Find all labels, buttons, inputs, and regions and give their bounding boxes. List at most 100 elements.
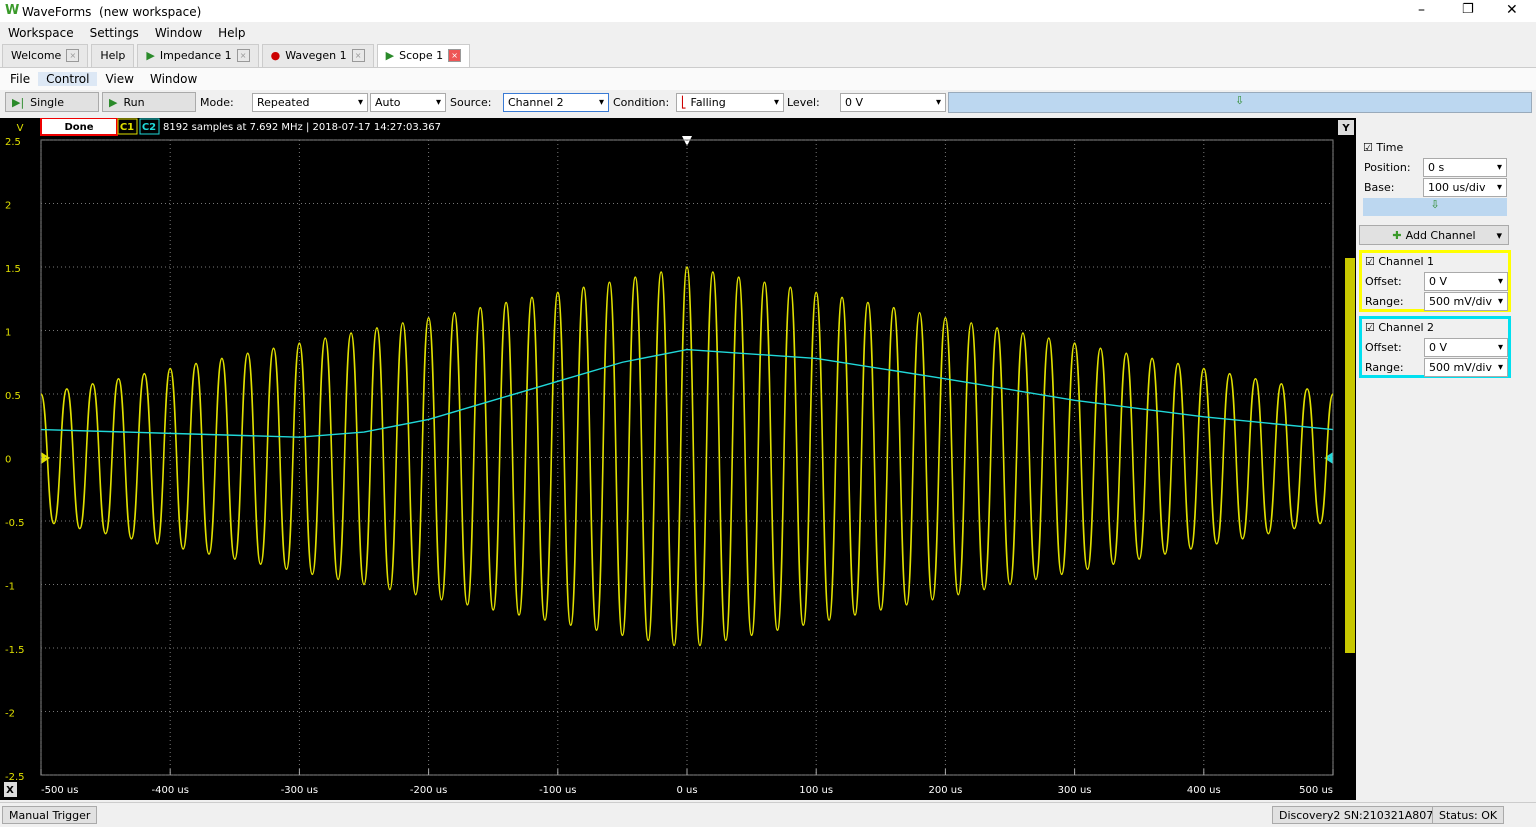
x-tick-label: -200 us — [410, 785, 447, 796]
acquisition-info: 8192 samples at 7.692 MHz | 2018-07-17 1… — [163, 122, 441, 133]
tab-close[interactable]: × — [448, 49, 462, 62]
tab-label: Wavegen 1 — [285, 49, 347, 62]
single-label: Single — [30, 95, 64, 109]
state-box — [40, 118, 118, 136]
close-button[interactable]: ✕ — [1506, 2, 1518, 18]
base-label: Base: — [1364, 181, 1395, 194]
scope-plot: Done C1 C2 8192 samples at 7.692 MHz | 2… — [0, 118, 1356, 800]
trigger-position-bar[interactable]: ⇩ — [948, 92, 1532, 113]
submenu-bg — [0, 67, 1536, 90]
menu-item[interactable]: Workspace — [8, 26, 74, 40]
y-tick-label: -1 — [5, 582, 15, 593]
time-panel: ☑ Time Position: 0 s Base: 100 us/div ⇩ — [1359, 138, 1509, 218]
x-tick-label: -500 us — [41, 785, 78, 796]
state-label: Done — [64, 122, 93, 133]
y-tick-label: 2 — [5, 201, 11, 212]
status-button[interactable]: Status: OK — [1432, 806, 1505, 824]
manual-trigger-label: Manual Trigger — [9, 808, 91, 822]
single-button[interactable]: ▶| Single — [5, 92, 99, 112]
status-label: Status: OK — [1439, 808, 1498, 822]
y-tick-label: 1 — [5, 328, 11, 339]
tab-close[interactable]: × — [351, 49, 365, 62]
tab[interactable]: ● Wavegen 1 × — [261, 43, 374, 67]
tab[interactable]: Help — [91, 43, 135, 67]
y-tick-label: 0.5 — [5, 391, 21, 402]
y-tick-label: 0 — [5, 455, 11, 466]
offset-label: Offset: — [1365, 275, 1402, 288]
condition-combo[interactable]: ⎣ Falling — [676, 93, 784, 112]
menu-item[interactable]: Settings — [89, 26, 139, 40]
submenu-item[interactable]: Window — [149, 72, 198, 86]
offset-combo[interactable]: 0 V — [1424, 272, 1508, 291]
range-combo[interactable]: 500 mV/div — [1424, 292, 1508, 311]
y-tick-label: -2.5 — [5, 772, 25, 783]
x-tick-label: -400 us — [151, 785, 188, 796]
range-value: 500 mV/div — [1429, 361, 1492, 374]
channel-panel: ☑ Channel 1 Offset: 0 V Range: 500 mV/div — [1359, 250, 1511, 312]
run-label: Run — [123, 95, 145, 109]
tab[interactable]: ▶ Impedance 1 × — [137, 43, 259, 67]
submenu-bar: File Control View Window — [2, 70, 205, 88]
add-channel-button[interactable]: ✚ Add Channel ▾ — [1359, 225, 1509, 245]
tab[interactable]: Welcome × — [2, 43, 89, 67]
position-combo[interactable]: 0 s — [1423, 158, 1507, 177]
submenu-item[interactable]: Control — [38, 72, 98, 86]
range-label: Range: — [1365, 295, 1404, 308]
range-label: Range: — [1365, 361, 1404, 374]
tab-close[interactable]: × — [236, 49, 250, 62]
base-combo[interactable]: 100 us/div — [1423, 178, 1507, 197]
channel-header: ☑ Channel 2 — [1365, 321, 1435, 334]
device-button[interactable]: Discovery2 SN:210321A80768 — [1272, 806, 1455, 824]
tab[interactable]: ▶ Scope 1 × — [376, 43, 471, 67]
auto-value: Auto — [375, 96, 401, 109]
title-bar — [0, 0, 1536, 22]
x-tick-label: -300 us — [281, 785, 318, 796]
tab-label: Scope 1 — [399, 49, 444, 62]
mode-label: Mode: — [200, 96, 234, 109]
trace — [41, 348, 1333, 438]
manual-trigger-button[interactable]: Manual Trigger — [2, 806, 98, 824]
time-trigger-bar[interactable]: ⇩ — [1363, 198, 1507, 216]
submenu-item[interactable]: View — [105, 72, 134, 86]
add-channel-label: Add Channel — [1405, 228, 1476, 242]
channel-header: ☑ Channel 1 — [1365, 255, 1435, 268]
channel-name: Channel 2 — [1378, 321, 1435, 334]
range-combo[interactable]: 500 mV/div — [1424, 358, 1508, 377]
condition-value: Falling — [690, 96, 726, 109]
ch1-level-bar — [1345, 258, 1355, 653]
offset-combo[interactable]: 0 V — [1424, 338, 1508, 357]
x-tick-label: 0 us — [676, 785, 697, 796]
tab-close[interactable]: × — [66, 49, 80, 62]
x-tick-label: 300 us — [1058, 785, 1092, 796]
run-button[interactable]: ▶ Run — [102, 92, 196, 112]
channel-panel: ☑ Channel 2 Offset: 0 V Range: 500 mV/div — [1359, 316, 1511, 378]
restore-button[interactable]: ❐ — [1462, 2, 1474, 17]
offset-value: 0 V — [1429, 341, 1448, 354]
base-value: 100 us/div — [1428, 181, 1486, 194]
c1-label: C1 — [120, 122, 134, 133]
minimize-button[interactable]: – — [1418, 2, 1425, 18]
ch2-offset-marker[interactable] — [1324, 452, 1333, 464]
source-combo[interactable]: Channel 2 — [503, 93, 609, 112]
y-button[interactable] — [1338, 120, 1354, 135]
menu-bar: Workspace Settings Window Help — [0, 24, 254, 42]
x-tick-label: 100 us — [799, 785, 833, 796]
auto-combo[interactable]: Auto — [370, 93, 446, 112]
plot-bg — [0, 118, 1356, 800]
app-icon: W — [5, 3, 20, 18]
menu-item[interactable]: Window — [154, 26, 203, 40]
mode-combo[interactable]: Repeated — [252, 93, 368, 112]
tab-label: Help — [100, 49, 126, 62]
c1-badge — [117, 118, 138, 135]
condition-label: Condition: — [613, 96, 670, 109]
submenu-item[interactable]: File — [10, 72, 31, 86]
offset-label: Offset: — [1365, 341, 1402, 354]
trace — [41, 266, 1333, 647]
menu-item[interactable]: Help — [218, 26, 246, 40]
x-button[interactable] — [4, 782, 17, 797]
tab-label: Impedance 1 — [159, 49, 232, 62]
level-combo[interactable]: 0 V — [840, 93, 946, 112]
y-unit: V — [17, 123, 24, 134]
